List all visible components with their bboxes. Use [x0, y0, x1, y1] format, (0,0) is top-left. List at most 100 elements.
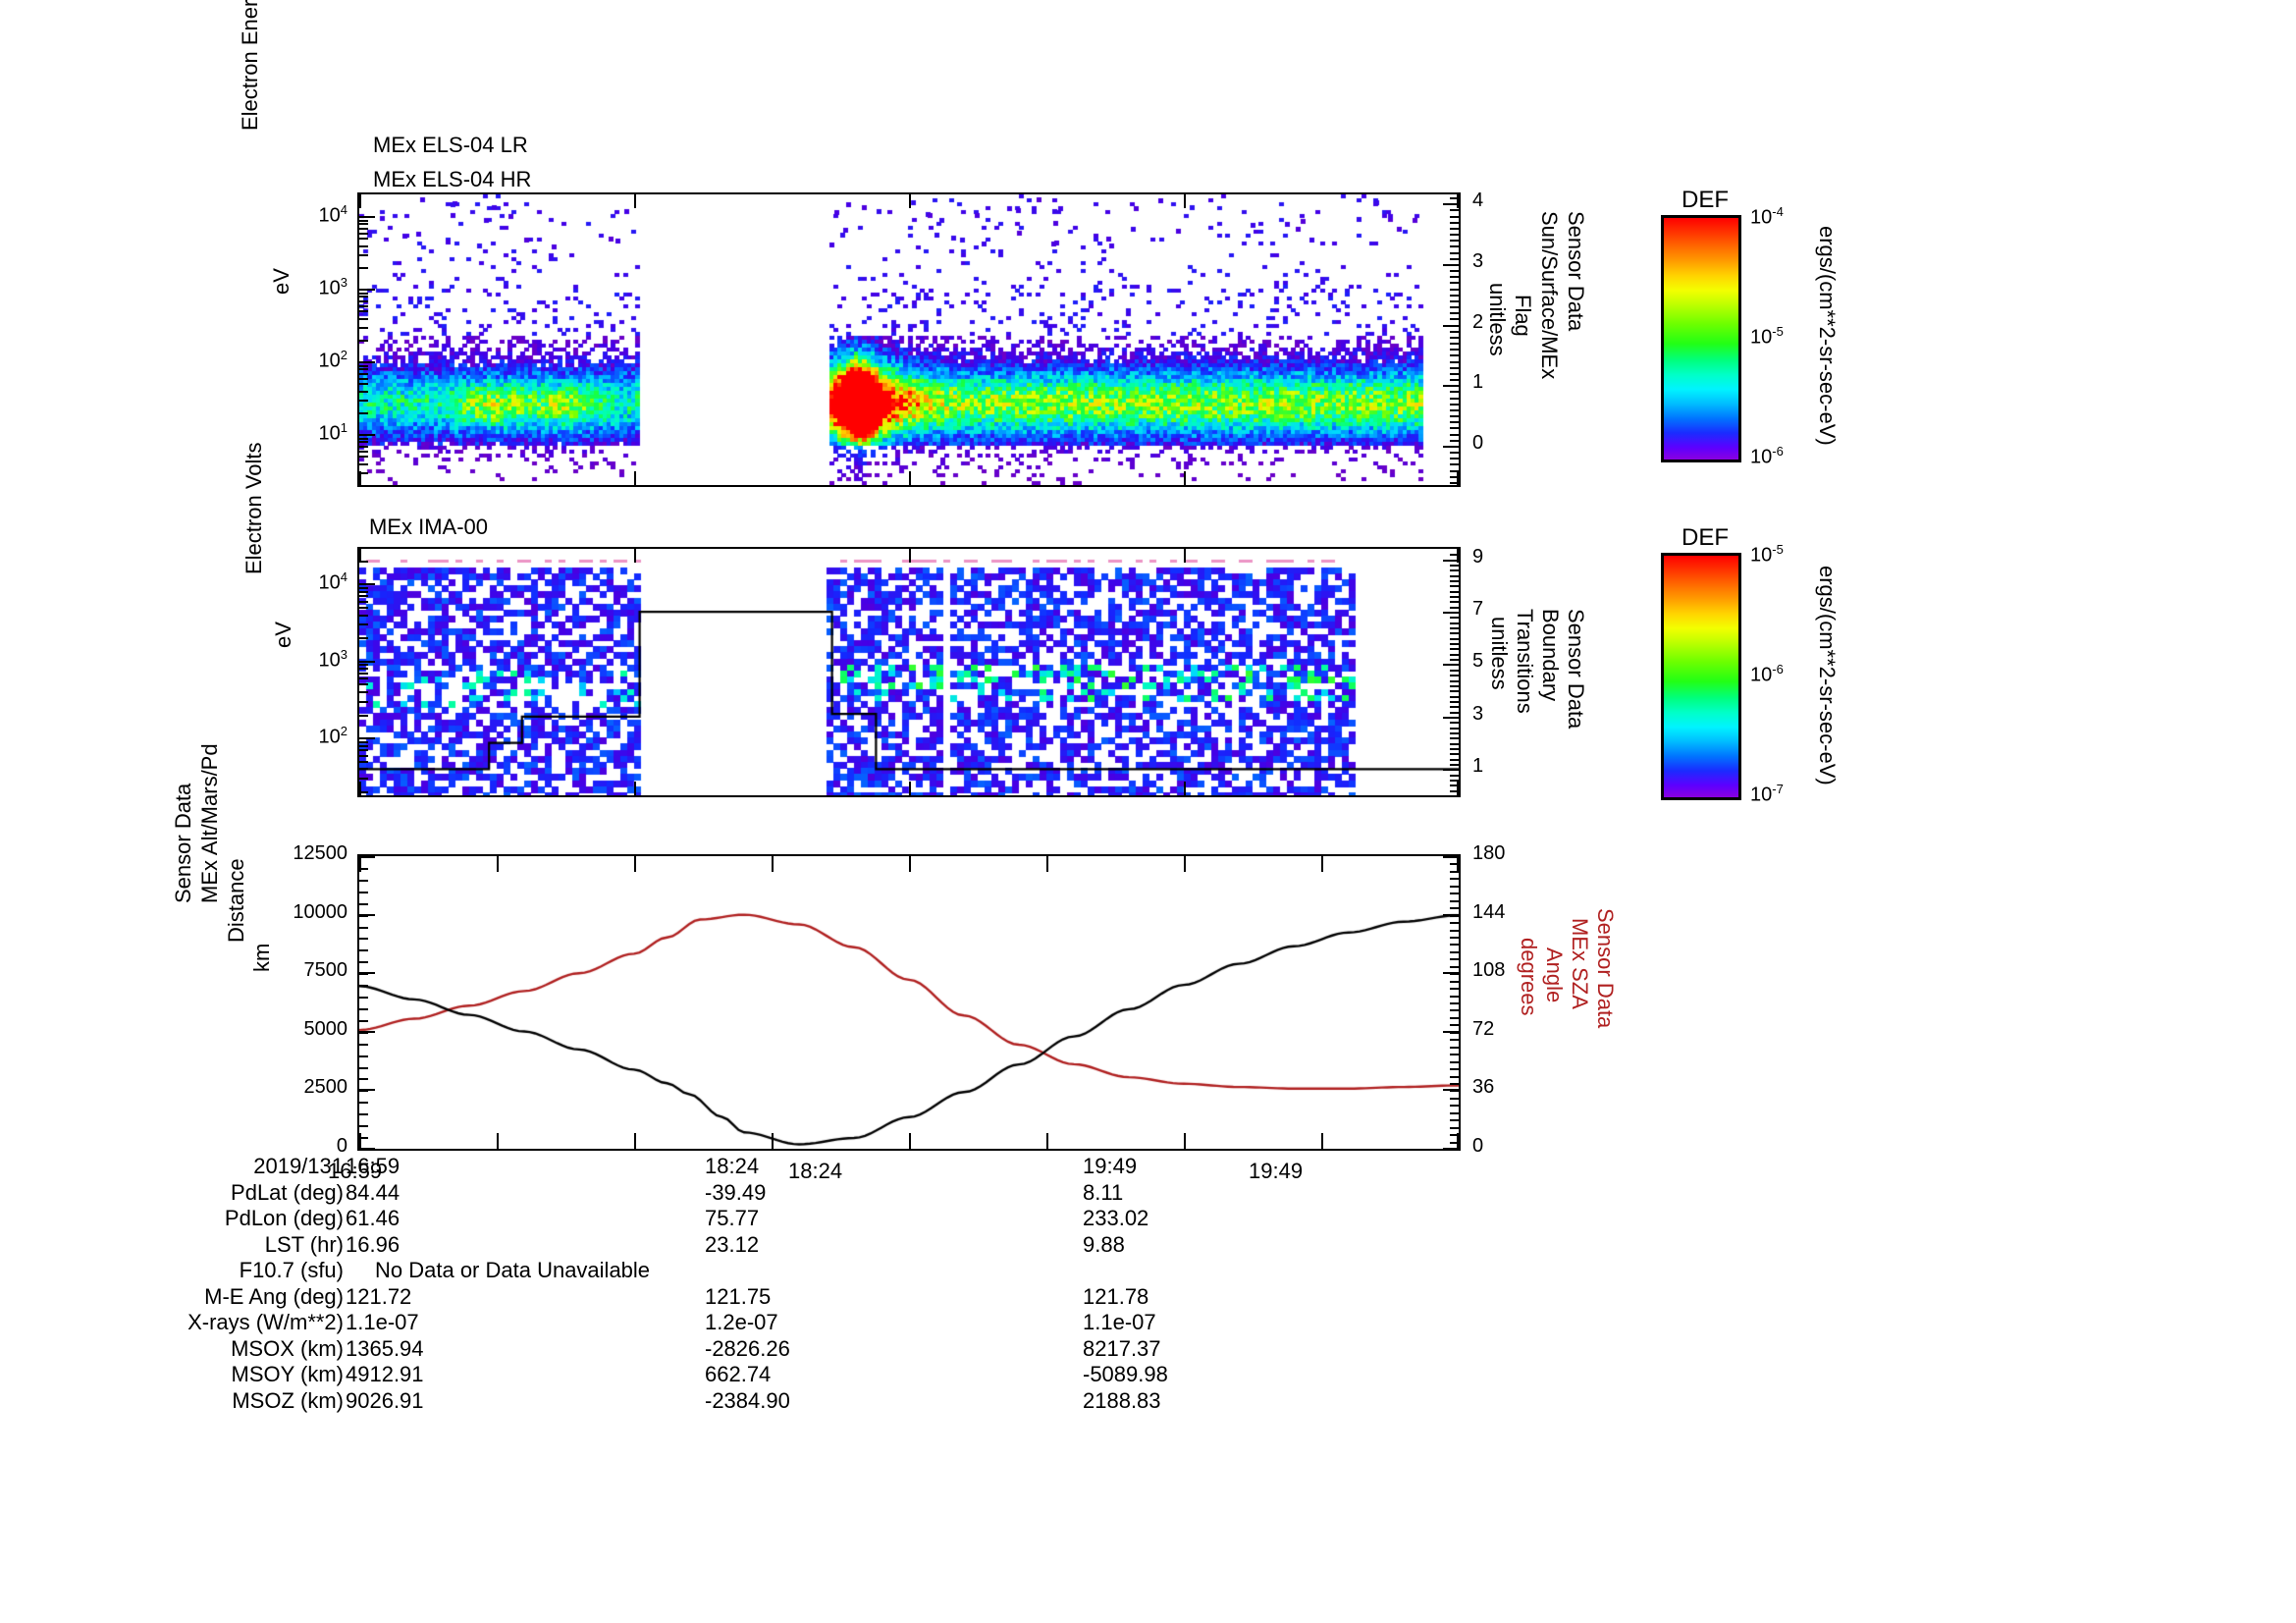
panel-alt-ytick-0: 12500	[293, 842, 347, 864]
panel-sza-ytick-3: 72	[1472, 1018, 1495, 1040]
panel-ima-right-label-3: Transitions	[1512, 609, 1537, 864]
t: -5	[1772, 542, 1784, 557]
info-row-value: 9.88	[1083, 1232, 1125, 1257]
t: unitless	[1487, 617, 1512, 690]
colorbar-els-tick-top: 10-4	[1750, 204, 1784, 230]
panel-ima-right-tick-3: 3	[1472, 703, 1484, 725]
panel-alt-label-2: MEx Alt/Mars/Pd	[197, 609, 223, 903]
panel-ima-title: MEx IMA-00	[369, 514, 489, 539]
info-row-value: -39.49	[705, 1180, 767, 1205]
panel-els-right-label-1: Sensor Data	[1563, 211, 1588, 466]
colorbar-els-box	[1661, 215, 1741, 462]
panel-alt-label-4: km	[249, 854, 275, 972]
info-row-label: M-E Ang (deg)	[204, 1284, 344, 1309]
colorbar-ima-title: DEF	[1682, 524, 1729, 551]
info-row-value: 1.2e-07	[705, 1310, 778, 1334]
colorbar-els-title: DEF	[1682, 187, 1729, 213]
panel-ima-right-tick-7: 7	[1472, 598, 1484, 620]
t: Sensor Data	[1564, 609, 1588, 730]
info-row-label: MSOZ (km)	[232, 1388, 344, 1413]
t: ergs/(cm**2-sr-sec-eV)	[1815, 566, 1840, 785]
colorbar-els-units: ergs/(cm**2-sr-sec-eV)	[1814, 226, 1840, 520]
t: unitless	[1485, 283, 1510, 356]
info-row-value: 84.44	[346, 1180, 400, 1205]
t: 10	[1750, 544, 1773, 567]
panel-ima-frame	[357, 547, 1461, 797]
info-row-value: 662.74	[705, 1362, 772, 1386]
panel-alt-ytick-3: 5000	[303, 1018, 348, 1040]
t: MEx Alt/Mars/Pd	[197, 743, 222, 903]
panel-alt-ytick-4: 2500	[303, 1076, 348, 1098]
panel-els-frame	[357, 192, 1461, 487]
panel-ima-ylabel: Electron Volts	[241, 329, 267, 574]
panel-els-ytick-3: 103	[318, 275, 347, 299]
info-row-value: 8217.37	[1083, 1336, 1161, 1361]
info-row-label: MSOY (km)	[231, 1362, 344, 1386]
info-row-value: 16.96	[346, 1232, 400, 1257]
panel-els-right-tick-0: 0	[1472, 432, 1484, 454]
panel-ima-right-tick-9: 9	[1472, 546, 1484, 568]
t: Distance	[224, 858, 248, 943]
ima-boundary-line	[359, 549, 1459, 795]
panel-els-right-tick-4: 4	[1472, 189, 1484, 211]
panel-sza-ytick-0: 180	[1472, 842, 1506, 864]
panel-ima-ytick-2: 102	[318, 724, 347, 748]
panel-sza-ytick-2: 108	[1472, 959, 1506, 981]
t: Sensor Data	[171, 783, 195, 903]
els-spectrogram	[359, 194, 1459, 485]
info-row-value-note: No Data or Data Unavailable	[375, 1258, 651, 1282]
panel-els-right-tick-2: 2	[1472, 311, 1484, 333]
panel-alt-ytick-2: 7500	[303, 959, 348, 981]
info-row-value: 19:49	[1083, 1154, 1138, 1178]
panel-sza-label-1: Sensor Data	[1592, 908, 1618, 1163]
t: Sensor Data	[1593, 908, 1618, 1029]
t: km	[249, 943, 274, 972]
colorbar-ima-units: ergs/(cm**2-sr-sec-eV)	[1814, 566, 1840, 860]
panel-alt-label-1: Sensor Data	[171, 648, 196, 903]
info-row-value: 1365.94	[346, 1336, 424, 1361]
panel-els-right-label-4: unitless	[1484, 283, 1510, 430]
info-row-value: 9026.91	[346, 1388, 424, 1413]
info-row-value: 1.1e-07	[346, 1310, 419, 1334]
info-row-value: 4912.91	[346, 1362, 424, 1386]
info-row-value: 75.77	[705, 1206, 760, 1230]
colorbar-ima-box	[1661, 553, 1741, 800]
info-row-value: -2384.90	[705, 1388, 790, 1413]
t: ergs/(cm**2-sr-sec-eV)	[1815, 226, 1840, 446]
t: Sun/Surface/MEx	[1537, 211, 1562, 380]
info-row-value: 121.72	[346, 1284, 412, 1309]
panel-sza-label-4: degrees	[1516, 938, 1541, 1124]
t: Boundary	[1538, 609, 1563, 702]
t: -7	[1772, 782, 1784, 796]
info-row-value: 8.11	[1083, 1180, 1124, 1205]
info-row-value: 121.78	[1083, 1284, 1149, 1309]
panel-sza-ytick-1: 144	[1472, 901, 1506, 923]
t: 10	[1750, 326, 1773, 349]
panel-alt-frame	[357, 854, 1461, 1151]
panel-alt-ytick-1: 10000	[293, 901, 347, 923]
panel-sza-label-3: Angle	[1541, 947, 1567, 1095]
info-row-label: PdLon (deg)	[224, 1206, 344, 1230]
panel-els-right-label-2: Sun/Surface/MEx	[1536, 211, 1562, 506]
t: -5	[1772, 324, 1784, 339]
t: Transitions	[1513, 609, 1537, 714]
colorbar-els-tick-mid: 10-5	[1750, 324, 1784, 350]
panel-els-right-tick-3: 3	[1472, 250, 1484, 272]
panel-alt-label-3: Distance	[224, 727, 249, 943]
panel-els-ytick-4: 104	[318, 202, 347, 227]
panel-ima-right-label-2: Boundary	[1537, 609, 1563, 854]
panel-ima-ytick-4: 104	[318, 569, 347, 594]
panel-ima-ytick-3: 103	[318, 647, 347, 672]
info-row-value: 233.02	[1083, 1206, 1149, 1230]
panel-els-title-hr: MEx ELS-04 HR	[373, 167, 532, 191]
panel-els-right-tick-1: 1	[1472, 371, 1484, 393]
info-row-value: 23.12	[705, 1232, 760, 1257]
info-row-value: -2826.26	[705, 1336, 790, 1361]
info-row-value: -5089.98	[1083, 1362, 1168, 1386]
panel-els-yunit: eV	[269, 177, 294, 295]
panel-els-ylabel: Electron Energy	[238, 0, 263, 196]
t: -4	[1772, 204, 1784, 219]
t: -6	[1772, 444, 1784, 459]
info-row-label: LST (hr)	[264, 1232, 344, 1257]
t: 10	[1750, 784, 1773, 806]
